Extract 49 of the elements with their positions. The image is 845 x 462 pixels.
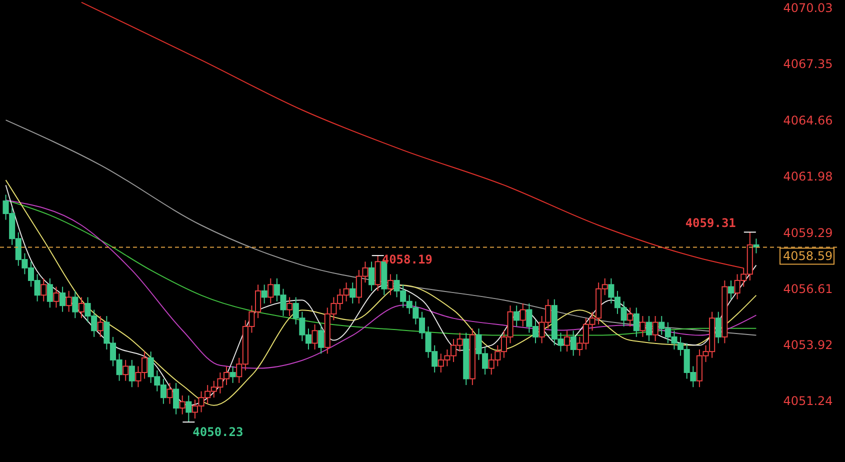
candlestick [350, 282, 356, 304]
y-tick-label: 4059.29 [783, 226, 833, 240]
candlestick [40, 278, 47, 302]
candlestick [633, 307, 640, 338]
candlestick [46, 278, 53, 308]
y-tick-label: 4051.24 [783, 394, 833, 408]
candlestick [646, 316, 652, 342]
line-series [80, 2, 744, 269]
candlestick [268, 278, 274, 304]
candlestick [627, 307, 634, 327]
candlestick [78, 296, 84, 319]
candlestick [122, 359, 129, 382]
candlestick [179, 394, 186, 415]
line-series [5, 120, 757, 336]
annotation: 4058.19 [382, 252, 432, 267]
annotation: 4059.31 [685, 216, 736, 230]
annotation: 4050.23 [192, 425, 244, 440]
candlestick [186, 394, 192, 423]
candlestick [173, 382, 180, 415]
candlestick [312, 324, 318, 350]
candlestick [387, 274, 394, 296]
candlestick [286, 296, 293, 317]
candlestick [520, 302, 526, 327]
y-tick-label: 4067.35 [783, 57, 833, 72]
candlestick [128, 359, 135, 388]
candlestick [652, 316, 658, 342]
y-tick-label: 4053.92 [783, 338, 833, 352]
candlestick [374, 255, 381, 292]
y-tick-label: 4061.98 [783, 170, 833, 184]
candlestick [570, 330, 576, 356]
candlestick [514, 305, 520, 327]
candlestick [318, 324, 324, 354]
candlestick [640, 316, 646, 338]
candlestick [715, 311, 722, 344]
candlestick [368, 261, 375, 292]
candlestick [728, 280, 734, 300]
candlestick [72, 290, 78, 319]
candlestick [53, 286, 60, 308]
candlestick [166, 382, 173, 404]
candlestick [66, 290, 72, 312]
y-tick-label: 4070.03 [783, 1, 833, 16]
candlestick [564, 330, 570, 352]
y-tick-label: 4056.61 [783, 282, 833, 296]
candlestick [97, 316, 104, 338]
y-tick-label: 4064.66 [783, 113, 833, 128]
candlestick [230, 366, 236, 384]
candlestick [261, 284, 268, 304]
candlestick [60, 286, 66, 312]
ref-line-label: 4058.59 [783, 249, 833, 264]
